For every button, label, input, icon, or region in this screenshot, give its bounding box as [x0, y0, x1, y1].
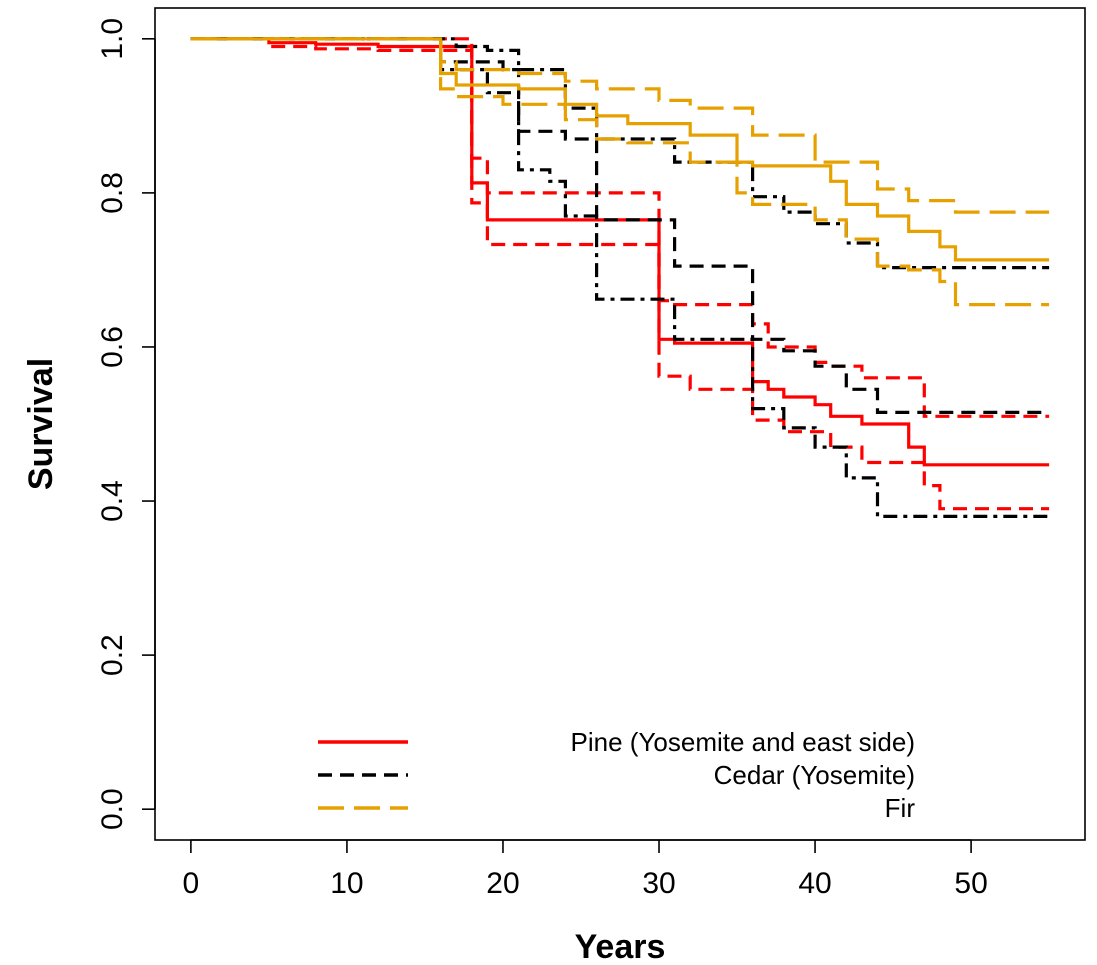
series-line-6 [190, 37, 1050, 262]
y-tick-label: 0.2 [96, 634, 129, 676]
x-tick-label: 30 [642, 867, 675, 900]
x-tick-label: 40 [798, 867, 831, 900]
legend: Pine (Yosemite and east side)Cedar (Yose… [318, 727, 915, 823]
x-tick-label: 0 [183, 867, 200, 900]
series-line-1 [190, 37, 1050, 418]
x-axis: 0 10 20 30 40 50 [183, 839, 988, 900]
series-line-0 [190, 37, 1050, 467]
plot-frame [154, 7, 1086, 841]
series-line-3 [190, 37, 1050, 414]
y-tick-label: 0.0 [96, 788, 129, 830]
y-axis-title: Survival [22, 358, 60, 490]
series-line-5 [190, 37, 1050, 518]
x-tick-label: 10 [330, 867, 363, 900]
x-tick-label: 50 [954, 867, 987, 900]
y-tick-label: 0.6 [96, 326, 129, 368]
x-tick-label: 20 [486, 867, 519, 900]
series-line-7 [190, 37, 1050, 214]
series-layer [190, 37, 1050, 518]
legend-label-1: Cedar (Yosemite) [714, 760, 915, 790]
y-tick-label: 0.8 [96, 172, 129, 214]
y-tick-label: 1.0 [96, 18, 129, 60]
series-line-8 [190, 37, 1050, 307]
y-axis: 0.0 0.2 0.4 0.6 0.8 1.0 [96, 18, 156, 830]
x-axis-title: Years [575, 928, 666, 965]
series-line-2 [190, 37, 1050, 511]
legend-label-0: Pine (Yosemite and east side) [571, 727, 915, 757]
legend-label-2: Fir [885, 793, 916, 823]
y-tick-label: 0.4 [96, 480, 129, 522]
series-line-4 [190, 37, 1050, 270]
